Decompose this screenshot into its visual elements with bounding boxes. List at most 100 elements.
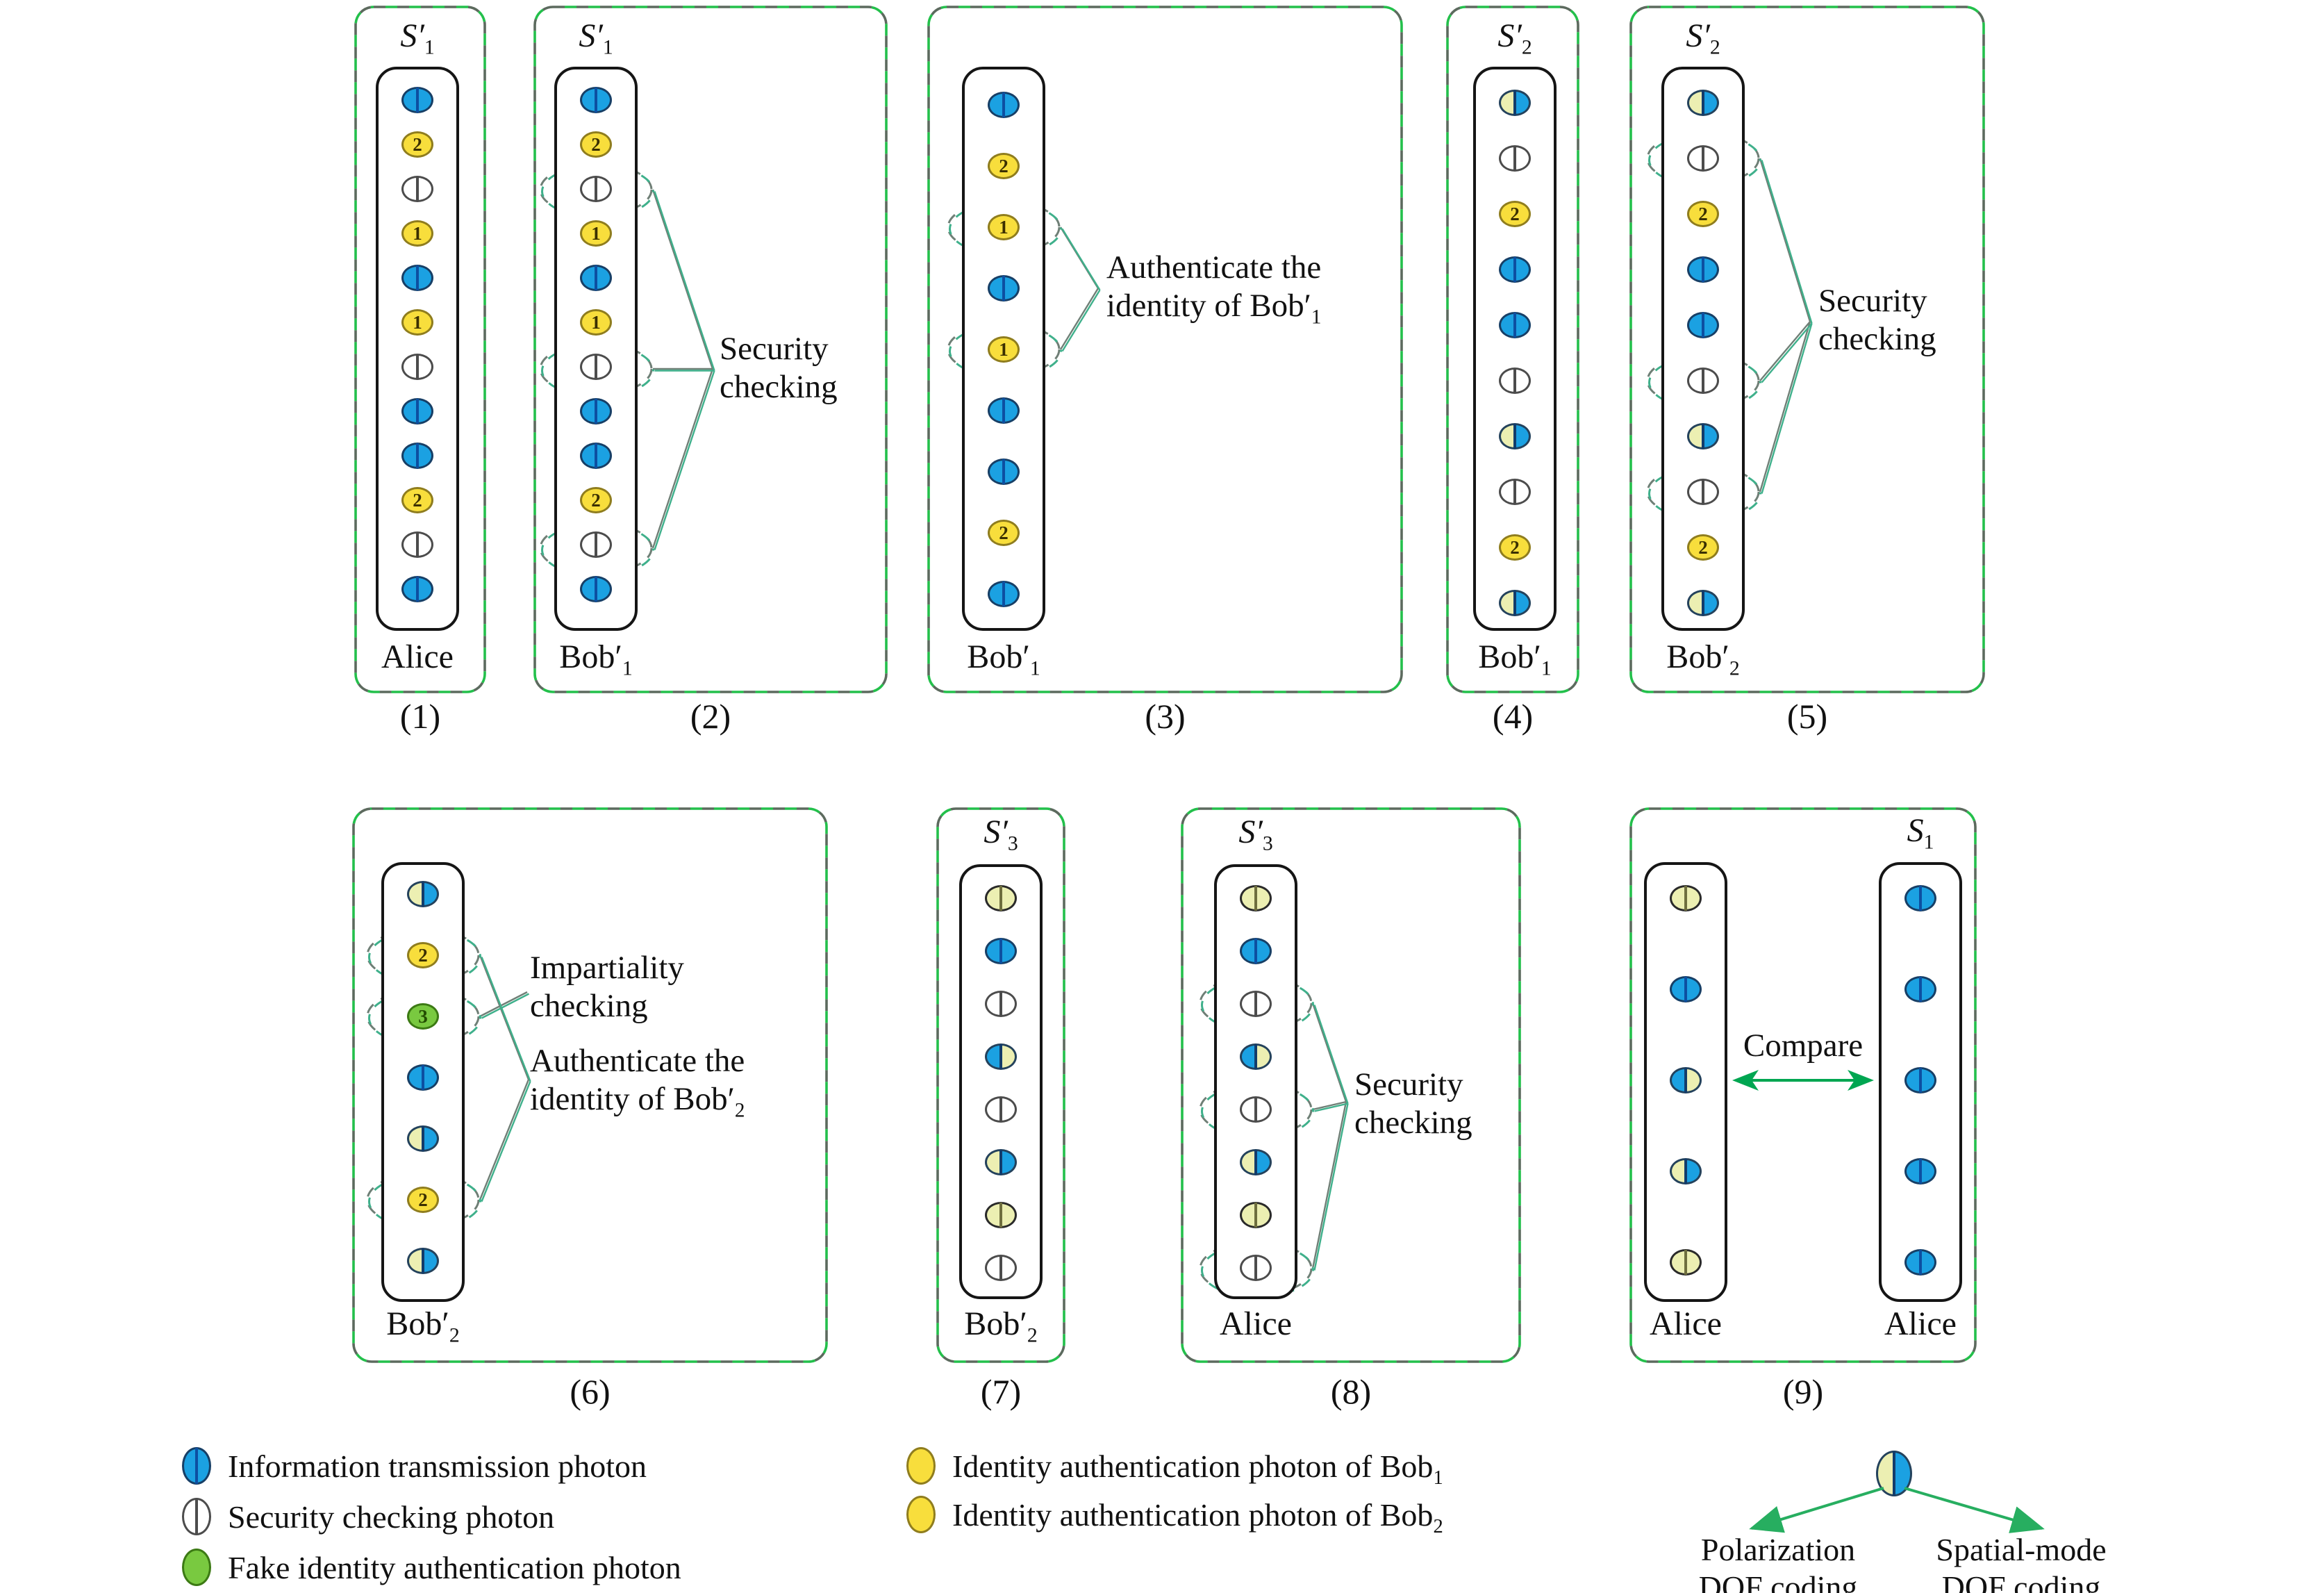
photon-identity-authentication-bob2: 2 bbox=[1499, 534, 1531, 561]
photon-identity-authentication-bob2: 2 bbox=[1687, 201, 1719, 227]
sequence-title: S′2 bbox=[1686, 17, 1720, 59]
photon-pale-left-blue-right-dof bbox=[1687, 590, 1719, 616]
photon-pale-left-blue-right-dof bbox=[1687, 423, 1719, 449]
owner-label: Alice bbox=[381, 638, 454, 675]
photon-security-checking bbox=[580, 176, 612, 202]
photon-pale-left-blue-right-dof bbox=[1240, 1149, 1272, 1175]
sequence-title: S′2 bbox=[1497, 17, 1532, 59]
photon-pale-left-blue-right-dof bbox=[1687, 90, 1719, 116]
sequence-title: S′1 bbox=[579, 17, 613, 59]
security-checking-note: Security checking bbox=[1354, 1066, 1472, 1141]
photon-security-checking bbox=[985, 1255, 1017, 1281]
photon-pale-left-blue-right-dof bbox=[407, 1125, 439, 1152]
photon-information-transmission bbox=[1904, 1067, 1936, 1093]
photon-blue-left-pale-right-dof bbox=[1670, 1067, 1702, 1093]
spatial-mode-dof-label: Spatial-mode DOF coding bbox=[1936, 1532, 2107, 1593]
compare-label: Compare bbox=[1743, 1027, 1864, 1064]
photon-information-transmission bbox=[1904, 976, 1936, 1002]
photon-column bbox=[959, 864, 1043, 1299]
photon-column bbox=[1214, 864, 1297, 1299]
panel-1: S′1 2 1 1 2 Alice bbox=[354, 6, 486, 693]
photon-column: 2 1 1 2 bbox=[376, 67, 459, 631]
photon-identity-authentication-bob2: 2 bbox=[407, 1187, 439, 1213]
legend-item-bob1: Identity authentication photon of Bob1 bbox=[906, 1447, 1443, 1487]
photon-column: 2 3 2 bbox=[381, 862, 465, 1302]
photon-security-checking bbox=[1499, 368, 1531, 394]
panel-9: S1 Compare Alice Alice bbox=[1629, 807, 1977, 1363]
polarization-dof-label: Polarization DOF coding bbox=[1698, 1532, 1858, 1593]
owner-label: Bob′1 bbox=[1478, 638, 1552, 680]
photon-information-transmission bbox=[401, 87, 433, 113]
photon-information-transmission bbox=[580, 443, 612, 469]
photon-information-transmission bbox=[985, 938, 1017, 964]
panel-caption: (1) bbox=[399, 697, 441, 736]
photon-pale-dof bbox=[985, 1202, 1017, 1228]
information-transmission-photon-icon bbox=[182, 1447, 211, 1485]
legend-item-bob2: Identity authentication photon of Bob2 bbox=[906, 1496, 1443, 1536]
photon-security-checking bbox=[1240, 1096, 1272, 1123]
panel-caption: (6) bbox=[570, 1372, 611, 1411]
photon-information-transmission bbox=[1240, 938, 1272, 964]
photon-information-transmission bbox=[580, 576, 612, 602]
photon-identity-authentication-bob1: 1 bbox=[988, 214, 1020, 240]
photon-information-transmission bbox=[988, 581, 1020, 607]
photon-security-checking bbox=[1499, 479, 1531, 505]
photon-information-transmission bbox=[1904, 885, 1936, 911]
photon-security-checking bbox=[1240, 1255, 1272, 1281]
panel-3: 2 1 1 2 Bob′1 Authenticate the identity of … bbox=[927, 6, 1403, 693]
photon-identity-authentication-bob2: 2 bbox=[401, 487, 433, 513]
fake-identity-photon-icon bbox=[182, 1549, 211, 1586]
photon-pale-left-blue-right-dof bbox=[1499, 423, 1531, 449]
photon-security-checking bbox=[1499, 145, 1531, 172]
sequence-title: S′1 bbox=[400, 17, 435, 59]
photon-pale-left-blue-right-dof bbox=[407, 881, 439, 907]
legend-item-security: Security checking photon bbox=[182, 1498, 554, 1535]
photon-information-transmission bbox=[1904, 1158, 1936, 1185]
photon-information-transmission bbox=[580, 265, 612, 291]
security-checking-note: Security checking bbox=[1818, 283, 1936, 357]
photon-information-transmission bbox=[1499, 256, 1531, 283]
panel-caption: (5) bbox=[1786, 697, 1828, 736]
impartiality-note: Impartiality checking bbox=[530, 950, 684, 1024]
photon-information-transmission bbox=[1687, 256, 1719, 283]
photon-security-checking bbox=[1240, 991, 1272, 1017]
photon-pale-dof bbox=[1240, 885, 1272, 911]
owner-label: Bob′2 bbox=[964, 1305, 1038, 1347]
photon-pale-left-blue-right-dof bbox=[1499, 90, 1531, 116]
photon-column: 2 1 1 2 bbox=[554, 67, 638, 631]
photon-security-checking bbox=[401, 531, 433, 558]
legend-item-fake: Fake identity authentication photon bbox=[182, 1549, 681, 1586]
photon-information-transmission bbox=[988, 459, 1020, 485]
photon-security-checking bbox=[1687, 368, 1719, 394]
photon-information-transmission bbox=[407, 1064, 439, 1091]
photon-identity-authentication-bob2: 2 bbox=[1499, 201, 1531, 227]
panel-2: S′1 2 1 1 2 Bob′1 Security checking bbox=[533, 6, 888, 693]
photon-identity-authentication-bob1: 1 bbox=[401, 220, 433, 247]
panel-caption: (9) bbox=[1782, 1372, 1824, 1411]
panel-6: 2 3 2 Bob′2 Impartiality checking Authenti… bbox=[352, 807, 828, 1363]
panel-caption: (7) bbox=[980, 1372, 1022, 1411]
photon-information-transmission bbox=[1499, 312, 1531, 338]
photon-pale-dof bbox=[1240, 1202, 1272, 1228]
panel-caption: (8) bbox=[1330, 1372, 1372, 1411]
photon-column-right bbox=[1879, 862, 1962, 1302]
identity-bob2-photon-icon bbox=[906, 1496, 936, 1533]
photon-fake-identity-authentication: 3 bbox=[407, 1003, 439, 1030]
photon-column-left bbox=[1644, 862, 1727, 1302]
authenticate-note: Authenticate the identity of Bob′1 bbox=[1106, 249, 1322, 329]
security-checking-photon-icon bbox=[182, 1498, 211, 1535]
panel-7: S′3 Bob′2 bbox=[936, 807, 1065, 1363]
photon-security-checking bbox=[1687, 479, 1719, 505]
legend-item-information: Information transmission photon bbox=[182, 1447, 647, 1485]
photon-identity-authentication-bob2: 2 bbox=[401, 131, 433, 158]
photon-blue-left-pale-right-dof bbox=[985, 1043, 1017, 1070]
sequence-title: S′3 bbox=[1238, 814, 1273, 855]
panel-caption: (4) bbox=[1492, 697, 1534, 736]
photon-information-transmission bbox=[1670, 976, 1702, 1002]
photon-security-checking bbox=[401, 176, 433, 202]
photon-identity-authentication-bob1: 1 bbox=[580, 309, 612, 336]
photon-information-transmission bbox=[401, 576, 433, 602]
